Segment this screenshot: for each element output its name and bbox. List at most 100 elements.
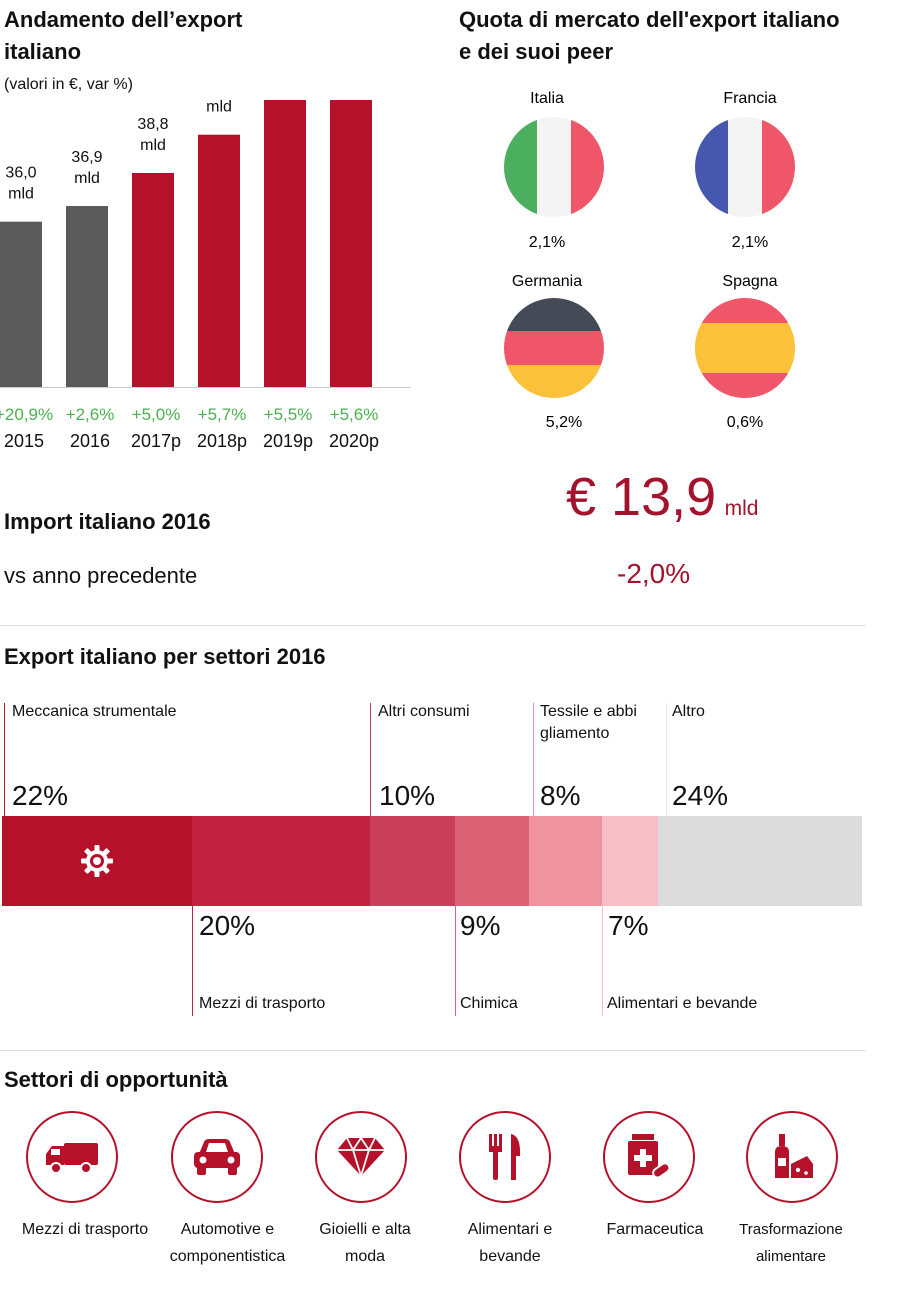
bar-2020p	[330, 100, 372, 388]
export-subtitle: (valori in €, var %)	[4, 76, 133, 93]
import-value-unit: mld	[724, 497, 759, 520]
sector-name-tessile-line1: Tessile e abbi	[540, 703, 637, 720]
opportunity-label-food: Alimentari e bevande	[445, 1216, 575, 1270]
growth-label: +5,6%	[330, 405, 379, 424]
opportunity-label-food-processing-line2: alimentare	[755, 1248, 827, 1265]
x-tick-label: 2018p	[197, 431, 247, 451]
opportunity-label-pharma: Farmaceutica	[585, 1216, 725, 1243]
import-value-main: € 13,9	[566, 467, 717, 527]
leader-tessile	[533, 703, 534, 816]
opportunity-item-transport	[26, 1111, 118, 1203]
sector-name-tessile-line2: gliamento	[540, 725, 610, 742]
bar-2019p	[264, 100, 306, 388]
sector-name-altro: Altro	[672, 703, 705, 720]
sector-pct-alimentari: 7%	[608, 910, 649, 941]
segment-altro	[658, 816, 862, 906]
export-title-line1: Andamento dell’export	[4, 7, 243, 32]
share-francia: 2,1%	[731, 234, 769, 251]
opportunity-label-food-processing-line1: Trasformazione	[739, 1221, 843, 1238]
growth-label: +2,6%	[66, 405, 115, 424]
divider-1	[0, 625, 866, 626]
opportunity-label-automotive-line1: Automotive e	[180, 1221, 275, 1238]
country-name-francia: Francia	[723, 90, 777, 107]
leader-altri-consumi	[370, 703, 371, 816]
growth-label: +5,0%	[132, 405, 181, 424]
x-tick-label: 2020p	[329, 431, 379, 451]
segment-mezzi-trasporto	[192, 816, 370, 906]
opportunity-label-food-line2: bevande	[479, 1248, 541, 1265]
segment-alimentari	[602, 816, 658, 906]
import-title: Import italiano 2016	[4, 509, 211, 534]
export-title-line2: italiano	[4, 39, 82, 64]
sector-name-mezzi: Mezzi di trasporto	[199, 995, 326, 1012]
import-change: -2,0%	[617, 558, 691, 589]
sector-pct-mezzi: 20%	[199, 910, 256, 941]
opportunity-label-automotive: Automotive e componentistica	[155, 1216, 300, 1270]
medicine-icon	[628, 1134, 671, 1179]
sectors-title: Export italiano per settori 2016	[4, 644, 326, 669]
market-title-line2: e dei suoi peer	[459, 39, 614, 64]
sector-pct-altri-consumi: 10%	[379, 780, 436, 811]
bar-value-label: 36,0	[5, 165, 36, 182]
bar-unit-label: mld	[206, 100, 232, 116]
opportunity-item-automotive	[171, 1111, 263, 1203]
import-value: € 13,9 mld	[566, 466, 758, 528]
market-title-line1: Quota di mercato dell'export italiano	[459, 7, 840, 32]
bar-unit-label: mld	[140, 137, 166, 154]
sector-pct-tessile: 8%	[540, 780, 581, 811]
fork-knife-icon	[489, 1134, 521, 1180]
leader-chimica	[455, 906, 456, 1016]
gear-icon	[81, 845, 113, 877]
sector-name-chimica: Chimica	[460, 995, 518, 1012]
segment-chimica	[455, 816, 529, 906]
leader-alimentari	[602, 906, 603, 1016]
opportunity-item-food	[459, 1111, 551, 1203]
bar-unit-label: mld	[8, 186, 34, 203]
country-name-germania: Germania	[511, 273, 583, 290]
segment-meccanica	[2, 816, 192, 906]
x-tick-label: 2016	[70, 431, 110, 451]
opportunity-title: Settori di opportunità	[4, 1067, 228, 1092]
export-bar-chart: 36,0 mld +20,9% 2015 36,9 mld +2,6% 2016 38,8 mld…	[0, 100, 410, 451]
opportunity-label-jewelry: Gioielli e alta moda	[300, 1216, 430, 1270]
growth-label: +5,7%	[198, 405, 247, 424]
sector-name-meccanica: Meccanica strumentale	[12, 703, 177, 720]
opportunity-item-pharma	[603, 1111, 695, 1203]
diamond-icon	[337, 1136, 385, 1178]
germany-flag-icon	[504, 298, 604, 398]
sector-name-altri-consumi: Altri consumi	[378, 703, 470, 720]
bar-value-label: 38,8	[137, 116, 168, 133]
share-spagna: 0,6%	[726, 414, 764, 431]
growth-label: +20,9%	[0, 405, 53, 424]
opportunity-label-automotive-line2: componentistica	[169, 1248, 286, 1265]
bar-2018p	[198, 134, 240, 387]
truck-icon	[46, 1143, 98, 1174]
opportunity-label-jewelry-line1: Gioielli e alta	[319, 1221, 411, 1238]
sector-pct-meccanica: 22%	[12, 780, 69, 811]
leader-mezzi	[192, 906, 193, 1016]
spain-flag-icon	[695, 298, 795, 398]
opportunity-label-food-processing: Trasformazione alimentare	[726, 1216, 856, 1270]
opportunity-item-jewelry	[315, 1111, 407, 1203]
bar-2016	[66, 206, 108, 387]
leader-meccanica	[4, 703, 5, 816]
divider-2	[0, 1050, 866, 1051]
sector-pct-chimica: 9%	[460, 910, 501, 941]
sector-pct-altro: 24%	[672, 780, 729, 811]
opportunity-label-jewelry-line2: moda	[344, 1248, 386, 1265]
wine-cheese-icon	[775, 1134, 813, 1178]
import-vs-label: vs anno precedente	[4, 563, 198, 588]
share-germania: 5,2%	[545, 414, 583, 431]
segment-tessile	[529, 816, 602, 906]
opportunity-label-transport-line1: Mezzi di trasporto	[21, 1221, 149, 1238]
opportunity-item-food-processing	[746, 1111, 838, 1203]
france-flag-icon	[695, 117, 795, 217]
country-name-spagna: Spagna	[722, 273, 778, 290]
share-italia: 2,1%	[528, 234, 566, 251]
x-tick-label: 2019p	[263, 431, 313, 451]
opportunity-label-pharma-line1: Farmaceutica	[606, 1221, 704, 1238]
leader-altro	[666, 703, 667, 816]
bar-value-label: 36,9	[71, 149, 102, 166]
segment-altri-consumi	[370, 816, 455, 906]
country-name-italia: Italia	[530, 90, 564, 107]
